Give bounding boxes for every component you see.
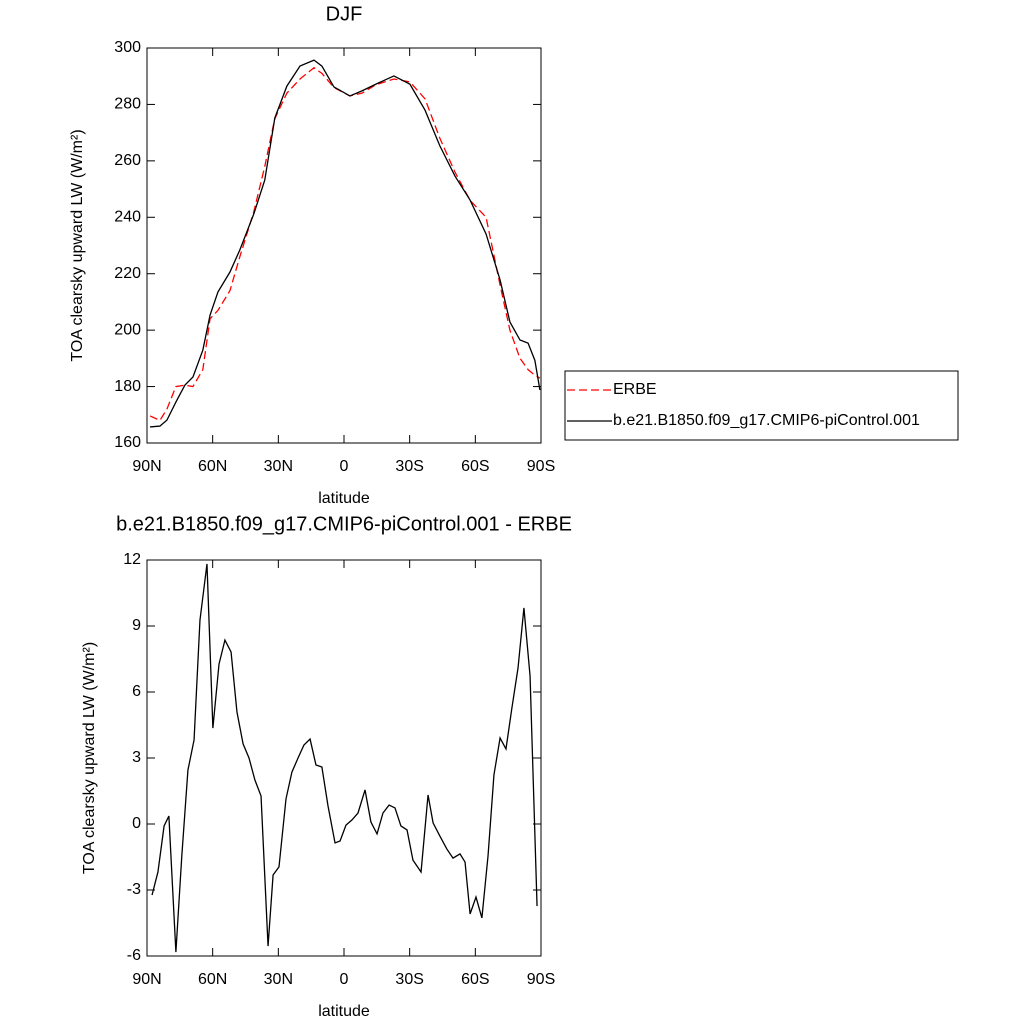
y-tick-label: 300 xyxy=(114,39,141,56)
y-tick-label: 9 xyxy=(132,617,141,634)
x-tick-label: 60S xyxy=(461,971,489,988)
x-tick-label: 90S xyxy=(527,458,555,475)
plot-frame xyxy=(146,47,542,444)
series-line xyxy=(150,59,541,428)
plot-frame xyxy=(146,559,542,957)
y-tick-label: 200 xyxy=(114,321,141,338)
x-tick-label: 90S xyxy=(527,971,555,988)
legend-label: ERBE xyxy=(613,381,657,398)
y-tick-label: -3 xyxy=(127,881,141,898)
x-tick-label: 90N xyxy=(132,458,161,475)
series-line xyxy=(149,66,541,422)
y-tick-label: 0 xyxy=(132,815,141,832)
y-tick-label: 180 xyxy=(114,378,141,395)
x-tick-label: 30N xyxy=(264,971,293,988)
y-tick-label: 280 xyxy=(114,96,141,113)
y-axis-label: TOA clearsky upward LW (W/m²) xyxy=(81,642,98,874)
y-tick-label: 220 xyxy=(114,265,141,282)
y-tick-label: 240 xyxy=(114,209,141,226)
chart-title: DJF xyxy=(326,3,363,25)
series-line xyxy=(151,563,538,953)
y-axis-label: TOA clearsky upward LW (W/m²) xyxy=(69,129,86,361)
x-axis-label: latitude xyxy=(318,490,370,507)
x-axis-label: latitude xyxy=(318,1003,370,1020)
y-tick-label: 3 xyxy=(132,749,141,766)
x-tick-label: 0 xyxy=(340,971,349,988)
y-tick-label: 12 xyxy=(123,551,141,568)
legend-box xyxy=(564,370,959,441)
y-tick-label: -6 xyxy=(127,947,141,964)
x-tick-label: 0 xyxy=(340,458,349,475)
x-tick-label: 60N xyxy=(198,458,227,475)
y-tick-label: 6 xyxy=(132,683,141,700)
x-tick-label: 30S xyxy=(395,971,423,988)
x-tick-label: 30N xyxy=(264,458,293,475)
legend-label: b.e21.B1850.f09_g17.CMIP6-piControl.001 xyxy=(613,412,920,429)
x-tick-label: 60N xyxy=(198,971,227,988)
x-tick-label: 60S xyxy=(461,458,489,475)
chart-title: b.e21.B1850.f09_g17.CMIP6-piControl.001 … xyxy=(116,513,572,535)
y-tick-label: 160 xyxy=(114,434,141,451)
x-tick-label: 30S xyxy=(395,458,423,475)
x-tick-label: 90N xyxy=(132,971,161,988)
y-tick-label: 260 xyxy=(114,152,141,169)
